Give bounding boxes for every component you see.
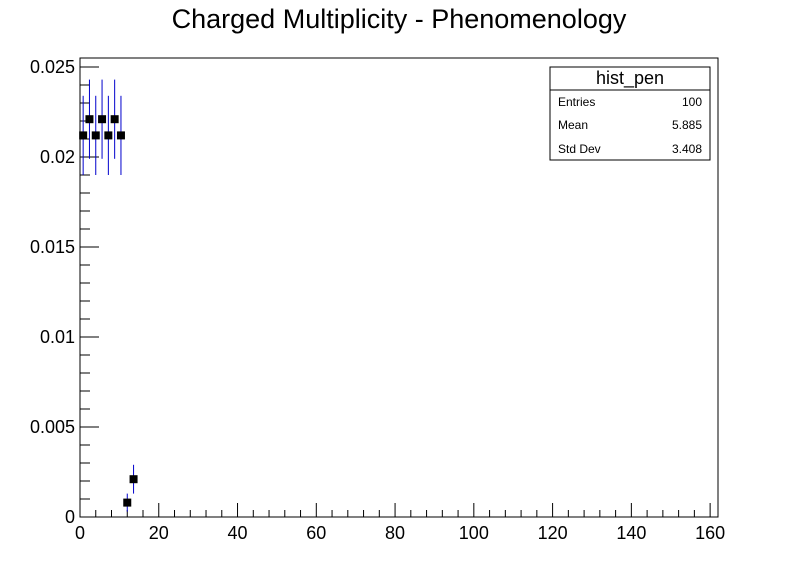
data-point — [85, 115, 94, 124]
data-point — [98, 115, 107, 124]
data-points — [79, 79, 138, 512]
plot-frame — [79, 57, 719, 518]
stats-entries-value: 100 — [682, 95, 702, 109]
stats-mean-value: 5.885 — [672, 118, 702, 132]
stats-stddev-value: 3.408 — [672, 142, 702, 156]
axes: 0 20 40 60 80 100 120 140 160 0 0.005 0.01 0.015 0.02… — [30, 57, 725, 543]
data-point — [79, 131, 88, 140]
x-tick-label: 20 — [149, 523, 169, 543]
x-tick-label: 140 — [616, 523, 646, 543]
stats-entries-label: Entries — [558, 95, 595, 109]
stats-box-title: hist_pen — [596, 68, 664, 89]
y-tick-label: 0.015 — [30, 237, 75, 257]
stats-stddev-label: Std Dev — [558, 142, 601, 156]
x-tick-label: 80 — [385, 523, 405, 543]
data-point — [129, 475, 138, 484]
data-point — [116, 131, 125, 140]
chart-title: Charged Multiplicity - Phenomenology — [172, 4, 627, 34]
data-point — [123, 498, 132, 507]
x-tick-label: 40 — [228, 523, 248, 543]
x-tick-label: 100 — [459, 523, 489, 543]
stats-box-frame — [549, 66, 711, 161]
stats-box: hist_pen Entries 100 Mean 5.885 Std Dev … — [549, 66, 711, 161]
y-tick-label: 0.005 — [30, 417, 75, 437]
y-tick-label: 0.01 — [40, 327, 75, 347]
y-tick-label: 0.025 — [30, 57, 75, 77]
x-tick-label: 0 — [75, 523, 85, 543]
y-tick-label: 0 — [65, 507, 75, 527]
x-tick-label: 160 — [695, 523, 725, 543]
data-point — [91, 131, 100, 140]
x-tick-label: 60 — [306, 523, 326, 543]
data-point — [104, 131, 113, 140]
x-tick-label: 120 — [538, 523, 568, 543]
stats-mean-label: Mean — [558, 118, 588, 132]
y-tick-label: 0.02 — [40, 147, 75, 167]
data-point — [110, 115, 119, 124]
